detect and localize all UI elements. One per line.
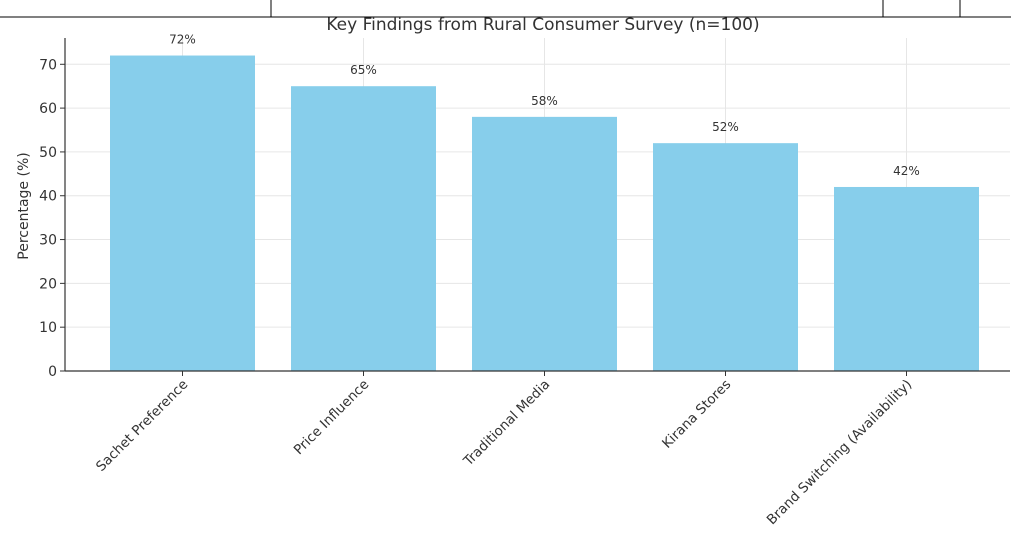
y-tick-label: 60 — [39, 101, 57, 117]
axes — [64, 38, 1010, 372]
y-tick-label: 50 — [39, 145, 57, 161]
data-label: 72% — [169, 33, 196, 47]
y-tick-label: 30 — [39, 233, 57, 249]
x-tick-label: Brand Switching (Availability) — [764, 377, 916, 529]
cropped-table-strip — [0, 0, 1011, 18]
x-tick-label: Price Influence — [291, 377, 373, 459]
bars — [110, 55, 979, 372]
bar — [110, 55, 255, 372]
x-tick-label: Kirana Stores — [659, 377, 734, 452]
bar — [653, 143, 798, 371]
value-labels: 72% 65% 58% 52% 42% — [169, 33, 920, 178]
y-tick-label: 40 — [39, 189, 57, 205]
y-tick-label: 70 — [39, 57, 57, 73]
bar — [834, 186, 979, 371]
x-tick-label: Sachet Preference — [93, 377, 191, 475]
y-tick-label: 0 — [48, 364, 57, 380]
data-label: 52% — [712, 120, 739, 134]
y-tick-label: 20 — [39, 276, 57, 292]
cropped-table-lines — [0, 0, 1011, 18]
x-axis-labels: Sachet Preference Price Influence Traditio… — [93, 371, 915, 528]
bar — [472, 116, 617, 371]
data-label: 58% — [531, 94, 558, 108]
bar — [291, 86, 436, 372]
chart-title: Key Findings from Rural Consumer Survey … — [326, 15, 759, 35]
data-label: 65% — [350, 63, 377, 77]
y-axis-label: Percentage (%) — [16, 152, 32, 259]
y-axis-ticks: 0 10 20 30 40 50 60 70 — [39, 57, 65, 380]
data-label: 42% — [893, 164, 920, 178]
x-tick-label: Traditional Media — [460, 377, 553, 470]
y-tick-label: 10 — [39, 320, 57, 336]
